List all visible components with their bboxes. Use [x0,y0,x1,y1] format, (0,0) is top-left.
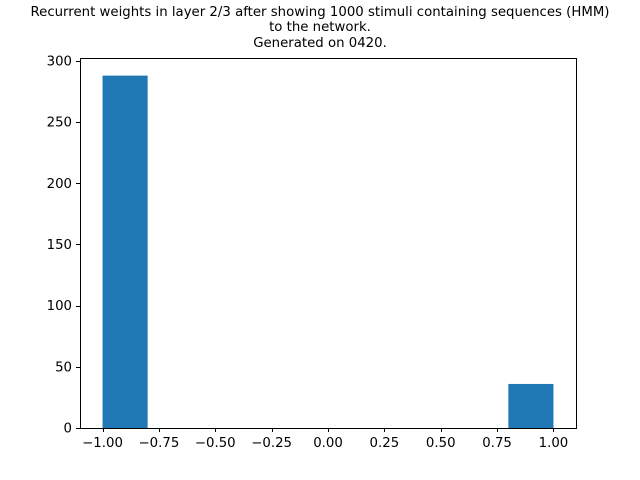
x-tick-label: 0.00 [313,436,343,451]
histogram-bar-9 [508,383,554,428]
x-tick-label: −0.25 [251,436,292,451]
y-tick-label: 250 [47,116,72,131]
x-tick-label: −0.75 [139,436,180,451]
chart-title-line-1: Recurrent weights in layer 2/3 after sho… [30,5,610,20]
x-tick-label: 0.50 [426,436,456,451]
y-axis-ticks: 0 50 100 150 200 250 300 [47,54,80,437]
x-tick-label: 0.75 [482,436,512,451]
y-tick-label: 200 [47,177,72,192]
y-tick-label: 300 [47,54,72,69]
x-tick-label: −0.50 [195,436,236,451]
plot-frame [80,58,577,429]
x-axis-ticks: −1.00 −0.75 −0.50 −0.25 0.00 0.25 0.50 0.75 1.00 [82,428,568,451]
chart-title-line-3: Generated on 0420. [253,36,387,51]
chart-title-line-2: to the network. [269,20,371,35]
y-tick-label: 150 [47,238,72,253]
histogram-bar-0 [102,75,148,428]
y-tick-label: 0 [64,422,72,437]
x-tick-label: 1.00 [539,436,569,451]
x-tick-label: −1.00 [82,436,123,451]
y-tick-label: 100 [47,299,72,314]
bars-group [102,75,554,428]
y-tick-label: 50 [55,360,72,375]
x-tick-label: 0.25 [370,436,400,451]
